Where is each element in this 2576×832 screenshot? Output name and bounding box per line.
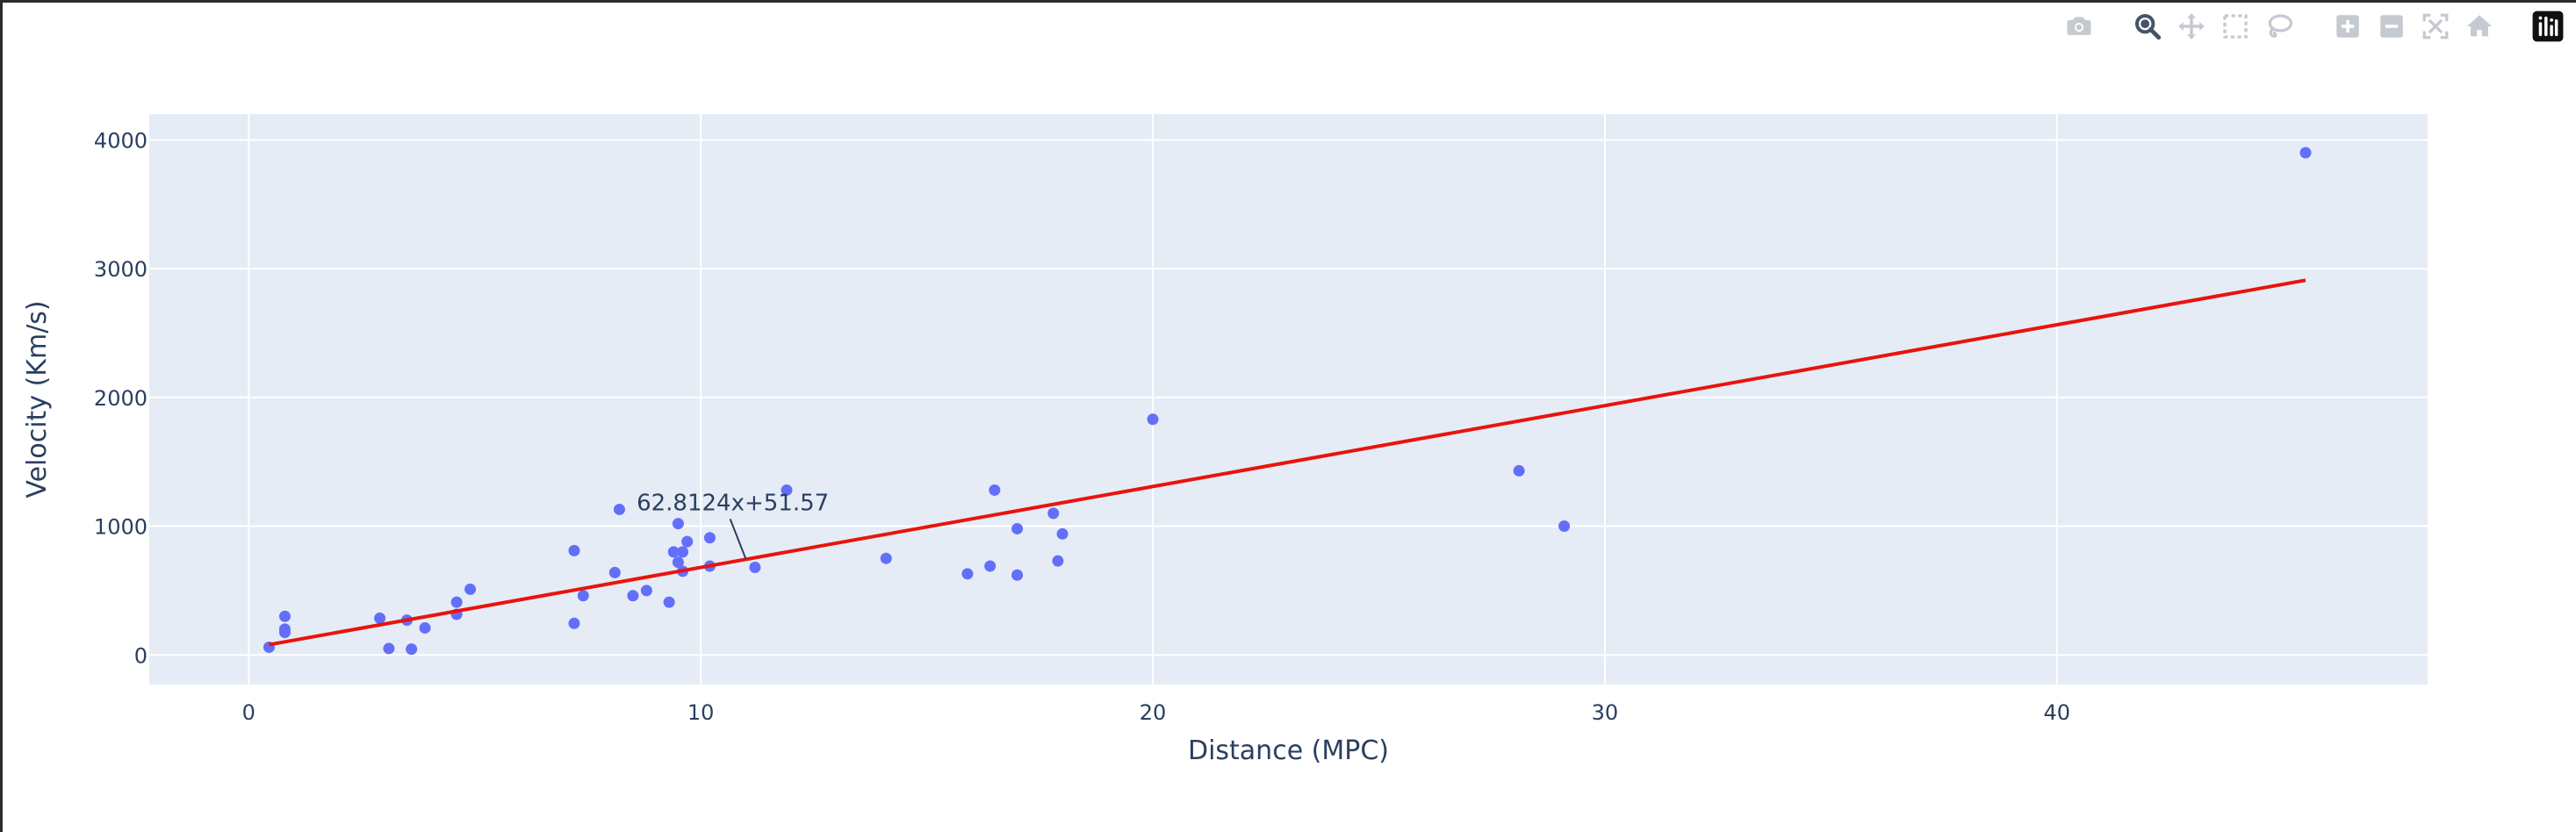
data-point[interactable] [383, 642, 395, 655]
camera-icon[interactable] [2060, 7, 2098, 46]
data-point[interactable] [577, 590, 589, 602]
plot-area [149, 114, 2428, 685]
data-point[interactable] [703, 532, 716, 544]
plotly-logo-icon[interactable] [2529, 7, 2567, 46]
modebar [2030, 7, 2567, 46]
x-tick-label: 20 [1140, 700, 1167, 725]
data-point[interactable] [1147, 413, 1159, 426]
data-point[interactable] [880, 552, 892, 564]
data-point[interactable] [627, 590, 639, 602]
data-point[interactable] [568, 617, 580, 629]
data-series[interactable] [263, 147, 2312, 656]
data-point[interactable] [989, 484, 1001, 496]
data-point[interactable] [1047, 507, 1060, 520]
window-left-border [0, 0, 3, 832]
x-axis-ticks: 0 10 20 30 40 [242, 700, 2070, 725]
data-point[interactable] [672, 556, 684, 569]
lasso-select-icon[interactable] [2260, 7, 2299, 46]
data-point[interactable] [667, 546, 680, 558]
data-point[interactable] [1056, 527, 1069, 540]
data-point[interactable] [278, 627, 291, 639]
modebar-group-3 [2323, 7, 2499, 46]
trend-line[interactable] [269, 278, 2306, 647]
data-point[interactable] [613, 503, 625, 515]
box-select-icon[interactable] [2216, 7, 2255, 46]
data-point[interactable] [1011, 569, 1024, 581]
y-tick-label: 1000 [94, 515, 148, 540]
data-point[interactable] [450, 596, 463, 608]
reset-axes-icon[interactable] [2460, 7, 2499, 46]
data-point[interactable] [1052, 555, 1064, 567]
data-point[interactable] [640, 585, 652, 597]
x-tick-label: 10 [687, 700, 715, 725]
annotation-label: 62.8124x+51.57 [637, 490, 829, 516]
x-tick-label: 40 [2044, 700, 2071, 725]
data-point[interactable] [749, 561, 761, 573]
y-tick-label: 4000 [94, 128, 148, 153]
data-point[interactable] [464, 583, 477, 595]
data-point[interactable] [1011, 522, 1024, 534]
data-point[interactable] [419, 621, 431, 634]
data-point[interactable] [781, 484, 793, 496]
annotation-arrow [729, 518, 747, 560]
data-point[interactable] [1558, 520, 1571, 533]
data-point[interactable] [406, 643, 418, 656]
data-point[interactable] [568, 544, 580, 556]
data-point[interactable] [672, 518, 684, 530]
modebar-group-1 [2054, 7, 2098, 46]
pan-icon[interactable] [2172, 7, 2211, 46]
data-point[interactable] [984, 560, 997, 572]
modebar-group-2 [2123, 7, 2299, 46]
data-point[interactable] [1513, 464, 1525, 477]
data-point[interactable] [608, 566, 621, 578]
data-point[interactable] [681, 535, 694, 548]
x-axis-title: Distance (MPC) [1188, 735, 1389, 766]
y-axis-title: Velocity (Km/s) [22, 300, 53, 498]
data-point[interactable] [2299, 147, 2312, 159]
data-point[interactable] [961, 568, 974, 580]
y-tick-label: 3000 [94, 257, 148, 282]
grid-lines [149, 114, 2428, 685]
zoom-in-icon[interactable] [2328, 7, 2367, 46]
autoscale-icon[interactable] [2416, 7, 2455, 46]
data-point[interactable] [677, 546, 689, 558]
y-tick-label: 2000 [94, 386, 148, 411]
data-point[interactable] [663, 596, 675, 608]
y-axis-ticks: 0 1000 2000 3000 4000 [94, 128, 148, 668]
x-tick-label: 30 [1592, 700, 1619, 725]
x-tick-label: 0 [242, 700, 255, 725]
annotation-layer: 62.8124x+51.57 [637, 490, 829, 560]
data-point[interactable] [278, 610, 291, 622]
window-top-border [0, 0, 2576, 3]
y-tick-label: 0 [134, 643, 148, 668]
data-point[interactable] [374, 612, 386, 624]
zoom-icon[interactable] [2128, 7, 2167, 46]
modebar-group-4 [2523, 7, 2567, 46]
zoom-out-icon[interactable] [2372, 7, 2411, 46]
